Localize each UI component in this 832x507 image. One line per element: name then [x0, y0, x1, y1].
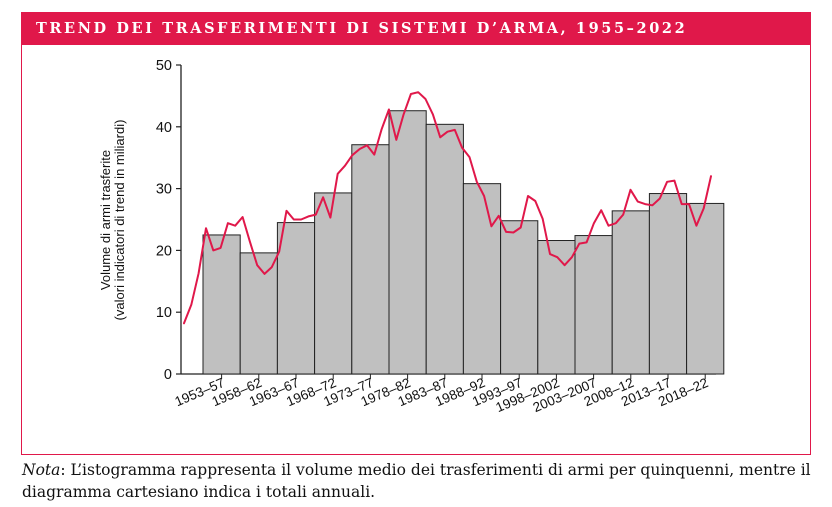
bar — [611, 210, 650, 375]
bar — [425, 123, 464, 375]
y-tick-label: 40 — [156, 120, 172, 136]
annual-line — [183, 91, 712, 325]
bar — [686, 202, 725, 375]
y-tick-label: 50 — [156, 58, 172, 74]
chart: 0 10 20 30 40 50 Volume di armi trasferite (val… — [98, 58, 725, 415]
bar — [462, 183, 502, 375]
y-axis-title: (valori indicatori di trend in miliardi) — [112, 120, 127, 321]
bar — [574, 235, 613, 375]
bar — [314, 192, 353, 375]
y-tick-label: 0 — [164, 367, 172, 383]
bar — [202, 234, 241, 375]
bar — [276, 222, 316, 375]
y-tick-label: 30 — [156, 182, 172, 198]
note-lead: Nota — [22, 461, 61, 479]
bar — [500, 220, 539, 375]
bar — [648, 193, 688, 375]
chart-note: Nota: L’istogramma rappresenta il volume… — [22, 459, 812, 503]
note-text: : L’istogramma rappresenta il volume med… — [22, 461, 811, 501]
bar — [537, 240, 576, 375]
bar — [351, 144, 390, 375]
bar — [388, 110, 427, 375]
y-axis-title: Volume di armi trasferite — [98, 150, 113, 290]
chart-title: TREND DEI TRASFERIMENTI DI SISTEMI D’ARM… — [22, 13, 810, 45]
bar — [239, 252, 278, 375]
y-tick-label: 10 — [156, 305, 172, 321]
y-tick-label: 20 — [156, 243, 172, 259]
